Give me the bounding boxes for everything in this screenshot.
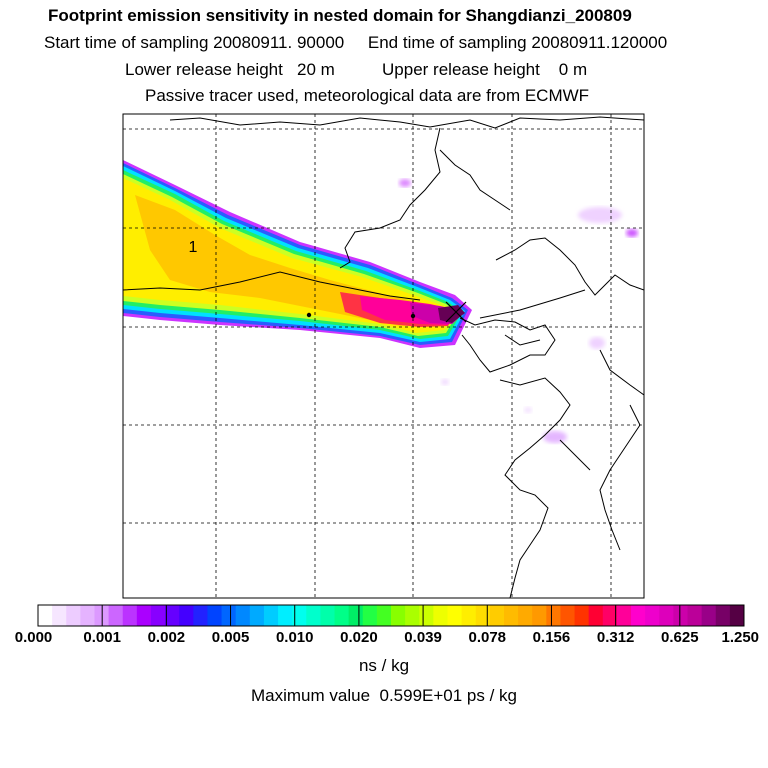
colorbar-swatch [207, 605, 223, 626]
plume-layer [123, 116, 644, 598]
patch [626, 229, 638, 237]
colorbar-swatch [715, 605, 731, 626]
colorbar-swatch [602, 605, 618, 626]
end-label: End time of sampling [367, 33, 527, 52]
patch [543, 431, 567, 443]
colorbar-swatch [306, 605, 321, 626]
colorbar-tick-label: 0.000 [14, 629, 53, 646]
colorbar-swatch [362, 605, 378, 626]
colorbar-tick-label: 1.250 [721, 629, 760, 646]
chart-title: Footprint emission sensitivity in nested… [48, 6, 632, 25]
maximum-number: 0.599E+01 ps / kg [379, 686, 518, 705]
end-value: 20080911.120000 [531, 33, 668, 52]
colorbar-tick-label: 0.002 [147, 629, 186, 646]
colorbar-swatch [278, 605, 293, 626]
maximum-label: Maximum value [250, 686, 371, 705]
colorbar-swatch [348, 605, 364, 626]
colorbar-border [37, 604, 745, 627]
colorbar-swatch [489, 605, 505, 626]
colorbar-tick-label: 0.010 [275, 629, 314, 646]
colorbar-swatch [447, 605, 463, 626]
colorbar-swatch [80, 605, 95, 626]
colorbar-swatch [574, 605, 590, 626]
colorbar-swatch [334, 605, 350, 626]
tracer-note: Passive tracer used, meteorological data… [145, 86, 590, 105]
station-marker-icon [445, 301, 467, 323]
colorbar-swatch [122, 605, 138, 626]
colorbar-swatch [52, 605, 67, 626]
coastlines [123, 116, 644, 598]
colorbar-swatch [136, 605, 152, 626]
colorbar-swatch [66, 605, 81, 626]
city-marker [410, 313, 416, 319]
colorbar-swatch [518, 605, 533, 626]
colorbar-swatch [659, 605, 674, 626]
release-heights: Lower release height 20 m Upper release … [125, 60, 587, 80]
lower-label: Lower release height [125, 60, 283, 79]
lower-value: 20 m [297, 60, 335, 79]
colorbar-swatch [376, 605, 392, 626]
map-frame [122, 113, 645, 599]
colorbar-tick-label: 0.156 [532, 629, 571, 646]
colorbar-swatch [108, 605, 124, 626]
colorbar-swatch [729, 605, 745, 626]
upper-label: Upper release height [382, 60, 540, 79]
patch [399, 179, 411, 187]
colorbar-swatch [38, 605, 53, 626]
colorbar-swatch [249, 605, 265, 626]
city-marker [306, 312, 312, 318]
colorbar-swatch [503, 605, 519, 626]
colorbar-swatch [235, 605, 251, 626]
colorbar-swatch [687, 605, 703, 626]
patch [589, 337, 605, 349]
colorbar-tick-label: 0.312 [596, 629, 635, 646]
colorbar-tick-label: 0.005 [211, 629, 250, 646]
colorbar-swatch [461, 605, 477, 626]
colorbar-swatch [532, 605, 547, 626]
patch [578, 207, 622, 223]
upper-value: 0 m [558, 60, 588, 79]
colorbar-tick-label: 0.001 [83, 629, 121, 646]
colorbar-swatch [433, 605, 448, 626]
colorbar-tick-label: 0.020 [340, 629, 378, 646]
colorbar-swatch [405, 605, 420, 626]
colorbar-swatch [419, 605, 434, 626]
colorbar [37, 604, 745, 627]
colorbar-swatch [616, 605, 632, 626]
colorbar-tick-label: 0.039 [404, 629, 442, 646]
colorbar-units: ns / kg [358, 656, 410, 675]
colorbar-tick-label: 0.078 [468, 629, 507, 646]
patch [441, 379, 449, 385]
map-label: 1 [189, 239, 198, 256]
colorbar-swatch [179, 605, 194, 626]
colorbar-swatch [673, 605, 689, 626]
colorbar-swatch [546, 605, 561, 626]
colorbar-tick-label: 0.625 [661, 629, 699, 646]
colorbar-swatch [631, 605, 646, 626]
colorbar-swatch [588, 605, 604, 626]
colorbar-swatch [391, 605, 406, 626]
colorbar-swatch [292, 605, 307, 626]
grid-lines [123, 114, 644, 598]
start-value: 20080911. 90000 [213, 33, 345, 52]
maximum-value: Maximum value 0.599E+01 ps / kg [0, 686, 768, 706]
colorbar-swatch [475, 605, 491, 626]
colorbar-swatch [320, 605, 336, 626]
patch [524, 407, 532, 413]
colorbar-swatch [263, 605, 279, 626]
colorbar-swatch [193, 605, 208, 626]
colorbar-swatch [221, 605, 237, 626]
colorbar-swatch [645, 605, 660, 626]
colorbar-swatch [150, 605, 166, 626]
colorbar-swatch [165, 605, 180, 626]
sampling-times: Start time of sampling 20080911. 90000 E… [44, 33, 667, 53]
plume-band-orange [135, 195, 440, 326]
colorbar-swatch [560, 605, 576, 626]
colorbar-swatch [701, 605, 717, 626]
start-label: Start time of sampling [44, 33, 209, 52]
